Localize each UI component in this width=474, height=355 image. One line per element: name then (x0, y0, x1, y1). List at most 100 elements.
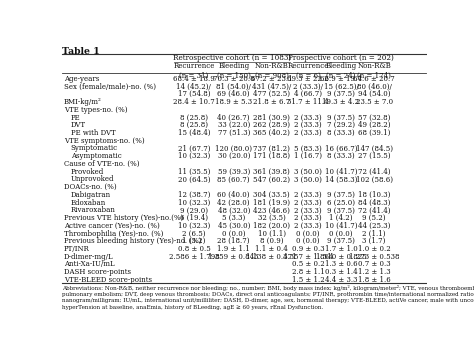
Text: 1.2 ± 1.3: 1.2 ± 1.3 (358, 268, 391, 276)
Text: Retrospective cohort (n = 1083): Retrospective cohort (n = 1083) (173, 54, 291, 62)
Text: 84 (48.3): 84 (48.3) (358, 198, 390, 207)
Text: 31.7 ± 11.4: 31.7 ± 11.4 (287, 98, 329, 106)
Text: 9 (37.5): 9 (37.5) (327, 90, 355, 98)
Text: 3.357 ± 1.864: 3.357 ± 1.864 (283, 253, 333, 261)
Text: 16 (66.7): 16 (66.7) (325, 144, 357, 152)
Text: 45 (30.0): 45 (30.0) (218, 222, 250, 230)
Text: 11 (35.5): 11 (35.5) (178, 168, 210, 176)
Text: 8 (0.9): 8 (0.9) (260, 237, 283, 245)
Text: 365 (40.2): 365 (40.2) (253, 129, 290, 137)
Text: Non-R&B
(n = 908): Non-R&B (n = 908) (255, 62, 289, 80)
Text: 15 (62.5)/: 15 (62.5)/ (324, 83, 358, 91)
Text: 6 (19.4): 6 (19.4) (180, 214, 208, 222)
Text: Edoxaban: Edoxaban (71, 198, 106, 207)
Text: 431 (47.5)/: 431 (47.5)/ (252, 83, 292, 91)
Text: DVT: DVT (71, 121, 86, 129)
Text: Non-R&B
(n = 174): Non-R&B (n = 174) (357, 62, 391, 80)
Text: 8 (25.8): 8 (25.8) (180, 114, 208, 121)
Text: 42 (28.0): 42 (28.0) (218, 198, 250, 207)
Text: 4.4 ± 3.3: 4.4 ± 3.3 (325, 276, 357, 284)
Text: 40 (26.7): 40 (26.7) (218, 114, 250, 121)
Text: 1.273 ± 0.538: 1.273 ± 0.538 (349, 253, 399, 261)
Text: 17 (54.8): 17 (54.8) (178, 90, 210, 98)
Text: 44 (25.3): 44 (25.3) (358, 222, 390, 230)
Text: 21 (67.7): 21 (67.7) (178, 144, 210, 152)
Text: 3 (50.0): 3 (50.0) (294, 168, 322, 176)
Text: 147 (84.5): 147 (84.5) (356, 144, 392, 152)
Text: Age-years: Age-years (64, 75, 99, 83)
Text: 85 (60.7): 85 (60.7) (218, 175, 250, 184)
Text: 1.5 ± 1.2: 1.5 ± 1.2 (292, 276, 324, 284)
Text: Table 1: Table 1 (62, 47, 100, 56)
Text: 10 (32.3): 10 (32.3) (178, 222, 210, 230)
Text: 60 (40.0): 60 (40.0) (218, 191, 250, 199)
Text: 14 (58.3): 14 (58.3) (325, 175, 357, 184)
Text: 69 (46.0): 69 (46.0) (218, 90, 250, 98)
Text: 18.9 ± 5.3: 18.9 ± 5.3 (215, 98, 252, 106)
Text: DOACs-no. (%): DOACs-no. (%) (64, 183, 117, 191)
Text: 120 (80.0): 120 (80.0) (215, 144, 252, 152)
Text: 33 (22.0): 33 (22.0) (218, 121, 250, 129)
Text: Bleeding
(n = 24): Bleeding (n = 24) (326, 62, 356, 80)
Text: 423 (46.6): 423 (46.6) (253, 206, 290, 214)
Text: 27 (15.5): 27 (15.5) (358, 152, 390, 160)
Text: 10 (41.7): 10 (41.7) (325, 168, 357, 176)
Text: 72 (41.4): 72 (41.4) (358, 206, 390, 214)
Text: 5 (3.3): 5 (3.3) (222, 214, 246, 222)
Text: Rivaroxaban: Rivaroxaban (71, 206, 116, 214)
Text: 30 (20.0): 30 (20.0) (218, 152, 250, 160)
Text: 1.8 ± 1.6: 1.8 ± 1.6 (358, 276, 391, 284)
Text: Anti-Xa-IU/mL: Anti-Xa-IU/mL (64, 261, 115, 268)
Text: 70.3 ± 20.8: 70.3 ± 20.8 (213, 75, 255, 83)
Text: 10 (1.1): 10 (1.1) (258, 230, 286, 237)
Text: 2 (33.3): 2 (33.3) (294, 129, 322, 137)
Text: 737 (81.2): 737 (81.2) (253, 144, 290, 152)
Text: 2 (33.3): 2 (33.3) (294, 191, 322, 199)
Text: BMI-kg/m²: BMI-kg/m² (64, 98, 102, 106)
Text: 181 (19.9): 181 (19.9) (253, 198, 290, 207)
Text: Thrombophilia (Yes)-no. (%): Thrombophilia (Yes)-no. (%) (64, 230, 164, 237)
Text: 2 (33.3): 2 (33.3) (294, 114, 322, 121)
Text: Dabigatran: Dabigatran (71, 191, 111, 199)
Text: 1 (4.2): 1 (4.2) (329, 214, 353, 222)
Text: 0.7 ± 0.3: 0.7 ± 0.3 (358, 261, 391, 268)
Text: 1.138 ± 0.471: 1.138 ± 0.471 (246, 253, 297, 261)
Text: DASH score-points: DASH score-points (64, 268, 131, 276)
Text: 15 (48.4): 15 (48.4) (178, 129, 210, 137)
Text: 8 (25.8): 8 (25.8) (180, 121, 208, 129)
Text: 0.3 ± 1.4: 0.3 ± 1.4 (325, 268, 357, 276)
Text: 2 (1.1): 2 (1.1) (362, 230, 386, 237)
Text: 0 (0.0): 0 (0.0) (222, 230, 246, 237)
Text: 0.5 ± 0.2: 0.5 ± 0.2 (292, 261, 324, 268)
Text: 2 (33.3): 2 (33.3) (294, 214, 322, 222)
Text: 9 (5.2): 9 (5.2) (362, 214, 386, 222)
Text: 0.9 ± 0.3: 0.9 ± 0.3 (292, 245, 324, 253)
Text: Abbreviations: Non-R&B, neither recurrence nor bleeding; no., number; BMI, body : Abbreviations: Non-R&B, neither recurren… (62, 285, 474, 310)
Text: 2.586 ± 1.798: 2.586 ± 1.798 (169, 253, 219, 261)
Text: 64.6 ± 20.7: 64.6 ± 20.7 (353, 75, 395, 83)
Text: 281 (30.9): 281 (30.9) (253, 114, 290, 121)
Text: Asymptomatic: Asymptomatic (71, 152, 121, 160)
Text: 10 (32.3): 10 (32.3) (178, 198, 210, 207)
Text: 21.8 ± 6.7: 21.8 ± 6.7 (253, 98, 291, 106)
Text: 9 (37.5): 9 (37.5) (327, 237, 355, 245)
Text: 94 (54.0): 94 (54.0) (358, 90, 390, 98)
Text: 9 (37.5): 9 (37.5) (327, 206, 355, 214)
Text: Cause of VTE-no. (%): Cause of VTE-no. (%) (64, 160, 139, 168)
Text: 2 (33.3)/: 2 (33.3)/ (293, 83, 323, 91)
Text: 28 (18.7): 28 (18.7) (218, 237, 250, 245)
Text: Recurrence
(n = 6): Recurrence (n = 6) (287, 62, 328, 80)
Text: 2.8 ± 1.1: 2.8 ± 1.1 (292, 268, 324, 276)
Text: 262 (28.9): 262 (28.9) (253, 121, 290, 129)
Text: PE: PE (71, 114, 80, 121)
Text: Unprovoked: Unprovoked (71, 175, 114, 184)
Text: 8 (33.3): 8 (33.3) (327, 152, 355, 160)
Text: 18 (10.3): 18 (10.3) (358, 191, 390, 199)
Text: 28.4 ± 10.7: 28.4 ± 10.7 (173, 98, 215, 106)
Text: 19.3 ± 4.2: 19.3 ± 4.2 (322, 98, 360, 106)
Text: Previous VTE history (Yes)-no.(%): Previous VTE history (Yes)-no.(%) (64, 214, 183, 222)
Text: Active cancer (Yes)-no. (%): Active cancer (Yes)-no. (%) (64, 222, 160, 230)
Text: 48 (32.0): 48 (32.0) (218, 206, 250, 214)
Text: 69.3 ± 22.2: 69.3 ± 22.2 (287, 75, 329, 83)
Text: 2 (33.3): 2 (33.3) (294, 206, 322, 214)
